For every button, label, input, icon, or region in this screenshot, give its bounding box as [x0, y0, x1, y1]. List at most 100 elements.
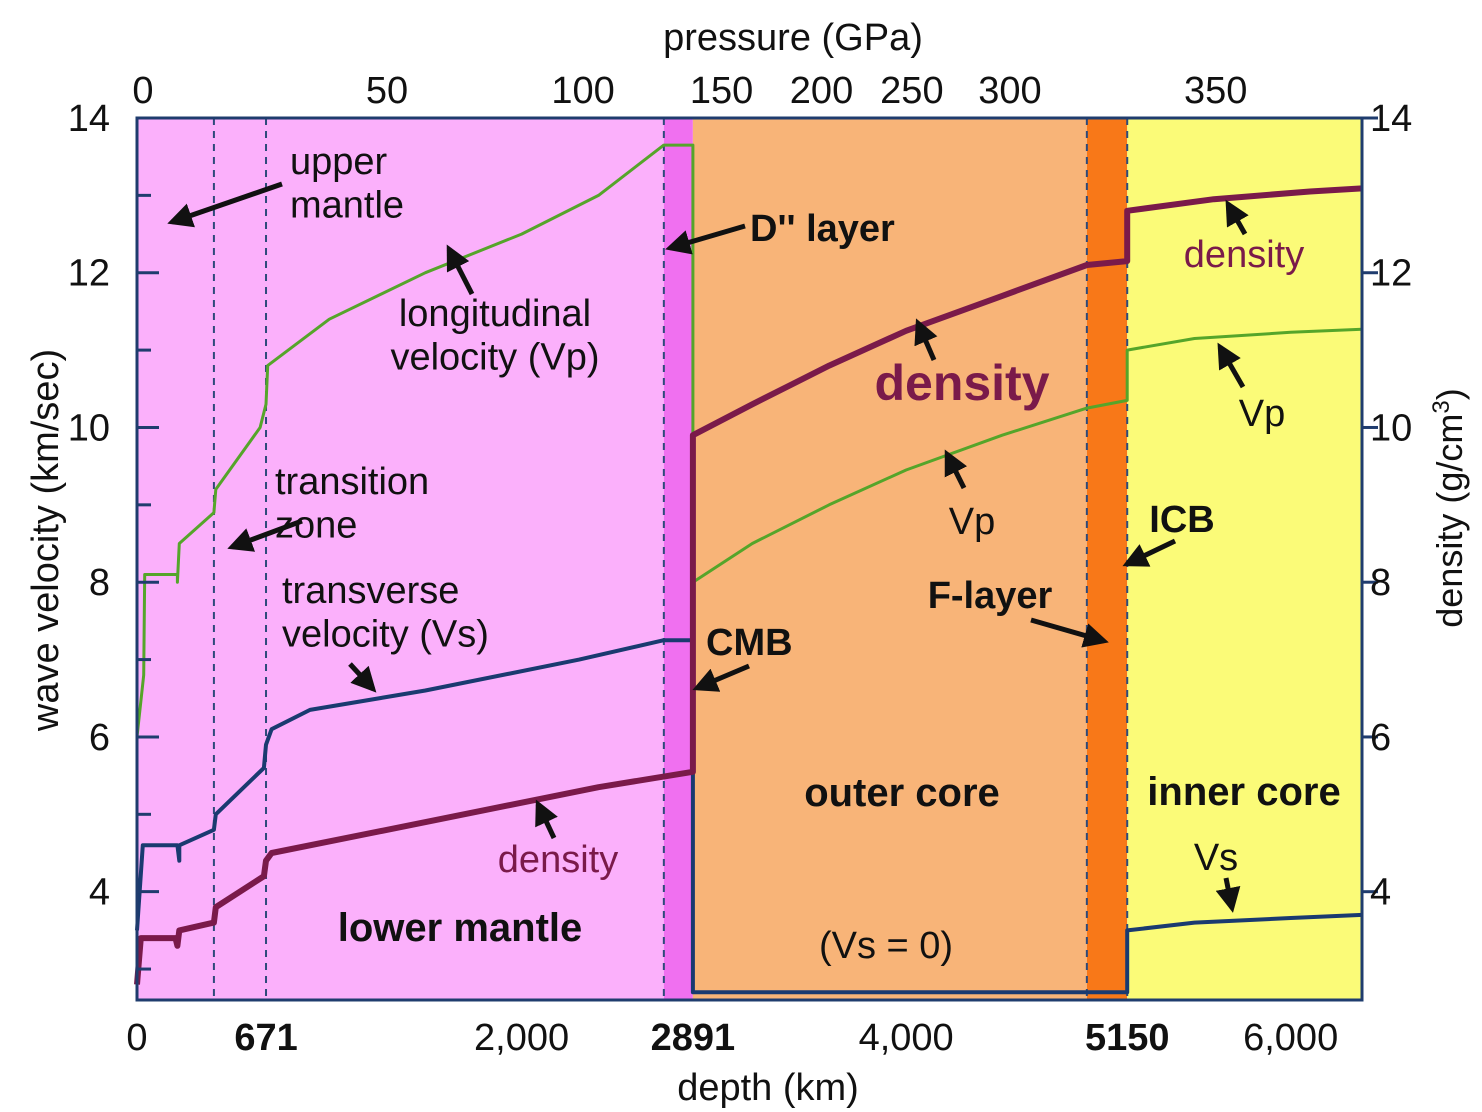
left-tick-label: 14 [68, 98, 110, 140]
x-tick-label: 5150 [1085, 1017, 1170, 1059]
left-axis-title: wave velocity (km/sec) [25, 349, 67, 732]
arrow [446, 244, 475, 296]
annotation-text: transverse [282, 570, 459, 612]
label-f-layer: F-layer [928, 575, 1109, 648]
annotation-text: density [1184, 234, 1304, 276]
left-tick-label: 6 [89, 717, 110, 759]
annotation-text: Vp [1239, 393, 1285, 435]
left-tick-label: 4 [89, 872, 110, 914]
density-series-line [134, 185, 1363, 985]
top-tick-label: 350 [1184, 70, 1247, 112]
x-tick-label: 2,000 [474, 1017, 569, 1059]
outer-core-zone [692, 118, 1087, 1000]
label-outer-core: outer core [804, 771, 1000, 815]
label-vp-inner-core: Vp [1217, 342, 1285, 435]
top-tick-label: 0 [132, 70, 153, 112]
label-icb: ICB [1122, 499, 1215, 567]
annotation-text: (Vs = 0) [819, 925, 953, 967]
data-series [134, 143, 1363, 995]
label-density-mantle: density [498, 799, 618, 881]
right-tick-label: 4 [1370, 872, 1391, 914]
right-tick-label: 6 [1370, 717, 1391, 759]
d-layer-zone [663, 118, 693, 1000]
arrow [535, 799, 558, 840]
annotation-text: mantle [290, 185, 404, 227]
right-axis-title: density (g/cm3) [1428, 388, 1470, 627]
annotation-text: ICB [1149, 499, 1214, 541]
inner-core-zone [1127, 118, 1362, 1000]
annotation-text: density [498, 839, 618, 881]
x-tick-label: 6,000 [1243, 1017, 1338, 1059]
arrow [1217, 342, 1246, 389]
annotation-text: zone [275, 505, 357, 547]
right-axis-title-superscript: 3 [1428, 400, 1455, 413]
label-vp-outer-core: Vp [944, 449, 995, 543]
annotation-text: density [874, 355, 1049, 411]
x-axis-title: depth (km) [677, 1067, 859, 1109]
arrow [914, 318, 938, 361]
label-vs-inner-core: Vs [1194, 837, 1241, 913]
top-tick-label: 200 [790, 70, 853, 112]
arrow [1122, 538, 1177, 567]
arrow [1030, 617, 1109, 648]
vp-series-line [135, 143, 1363, 738]
arrow [665, 223, 746, 255]
axes: 4 6 8 10 12 14 4 6 8 10 12 14 0 671 2,000 2891 4,000 5150… [68, 70, 1413, 1059]
annotation-text: upper [290, 141, 388, 183]
right-tick-label: 10 [1370, 407, 1412, 449]
arrow [348, 662, 377, 693]
arrow [167, 181, 283, 228]
annotation-text: inner core [1147, 770, 1340, 814]
label-density-inner-core: density [1184, 199, 1304, 276]
right-tick-label: 12 [1370, 253, 1412, 295]
label-inner-core: inner core [1147, 770, 1340, 814]
annotation-text: CMB [706, 622, 793, 664]
label-density-outer-core: density [874, 318, 1050, 411]
annotation-text: longitudinal [399, 293, 591, 335]
x-tick-label: 0 [126, 1017, 147, 1059]
annotation-text: velocity (Vs) [282, 614, 489, 656]
vs-series-line [135, 638, 1363, 995]
top-tick-label: 300 [978, 70, 1041, 112]
annotation-text: D'' layer [750, 208, 895, 250]
top-axis-title: pressure (GPa) [663, 17, 923, 59]
arrow [692, 663, 750, 692]
label-lower-mantle: lower mantle [338, 906, 583, 950]
top-tick-label: 100 [551, 70, 614, 112]
right-axis-title-main: density (g/cm [1429, 414, 1470, 628]
plot-frame [135, 116, 1364, 1002]
label-vs-zero: (Vs = 0) [819, 925, 953, 967]
annotation-text: transition [275, 461, 429, 503]
annotation-text: outer core [804, 771, 1000, 815]
top-tick-label: 150 [690, 70, 753, 112]
right-tick-label: 14 [1370, 98, 1412, 140]
right-axis-title-close: ) [1429, 388, 1470, 400]
left-tick-label: 10 [68, 407, 110, 449]
arrow [227, 518, 303, 552]
arrow [1225, 199, 1249, 236]
top-tick-label: 50 [366, 70, 408, 112]
left-tick-label: 8 [89, 562, 110, 604]
left-tick-label: 12 [68, 253, 110, 295]
upper-mantle-zone [137, 118, 664, 1000]
annotation-text: Vp [949, 501, 995, 543]
label-d-layer: D'' layer [665, 208, 895, 255]
top-tick-label: 250 [880, 70, 943, 112]
earth-layer-regions [137, 118, 1362, 1000]
arrow [944, 449, 968, 490]
arrow [1215, 877, 1241, 913]
x-tick-label: 4,000 [859, 1017, 954, 1059]
annotation-text: velocity (Vp) [390, 337, 599, 379]
right-tick-label: 8 [1370, 562, 1391, 604]
x-tick-label: 2891 [651, 1017, 736, 1059]
annotation-text: lower mantle [338, 906, 583, 950]
f-layer-zone [1086, 118, 1128, 1000]
annotation-text: Vs [1194, 837, 1238, 879]
label-cmb: CMB [692, 622, 793, 692]
